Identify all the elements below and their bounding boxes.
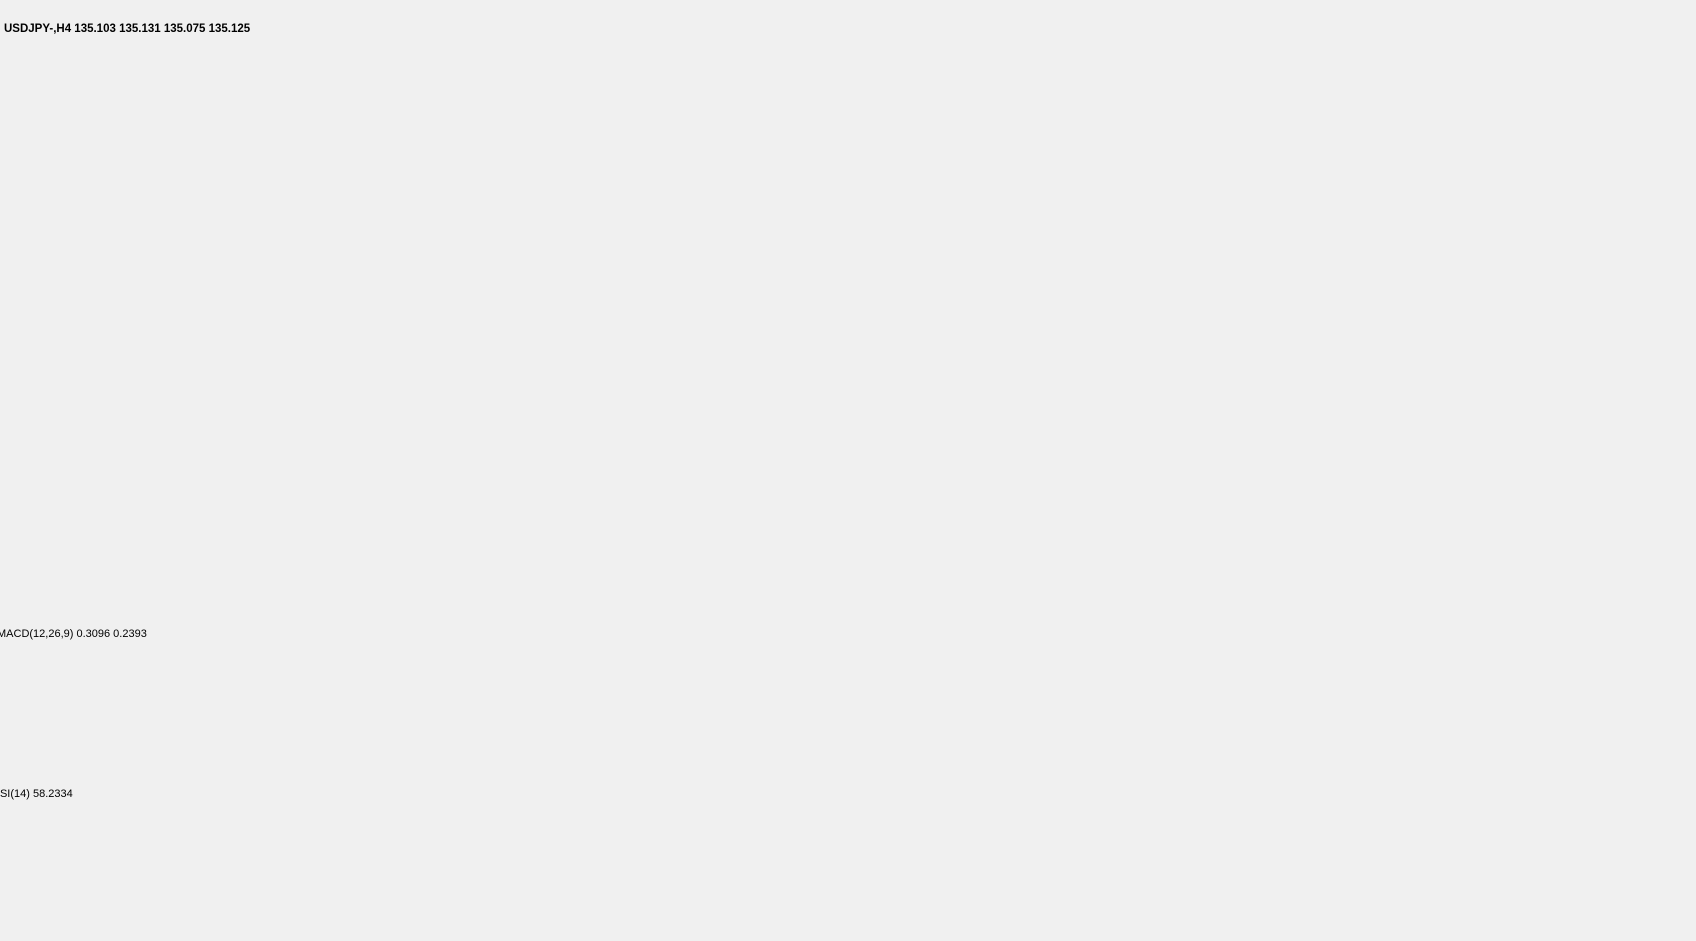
main-toolbar [0, 0, 1696, 19]
macd-indicator-label: MACD(12,26,9) 0.3096 0.2393 [0, 628, 147, 640]
rsi-indicator-label: RSI(14) 58.2334 [0, 788, 73, 800]
chart-title: USDJPY-,H4 135.103 135.131 135.075 135.1… [4, 23, 251, 35]
